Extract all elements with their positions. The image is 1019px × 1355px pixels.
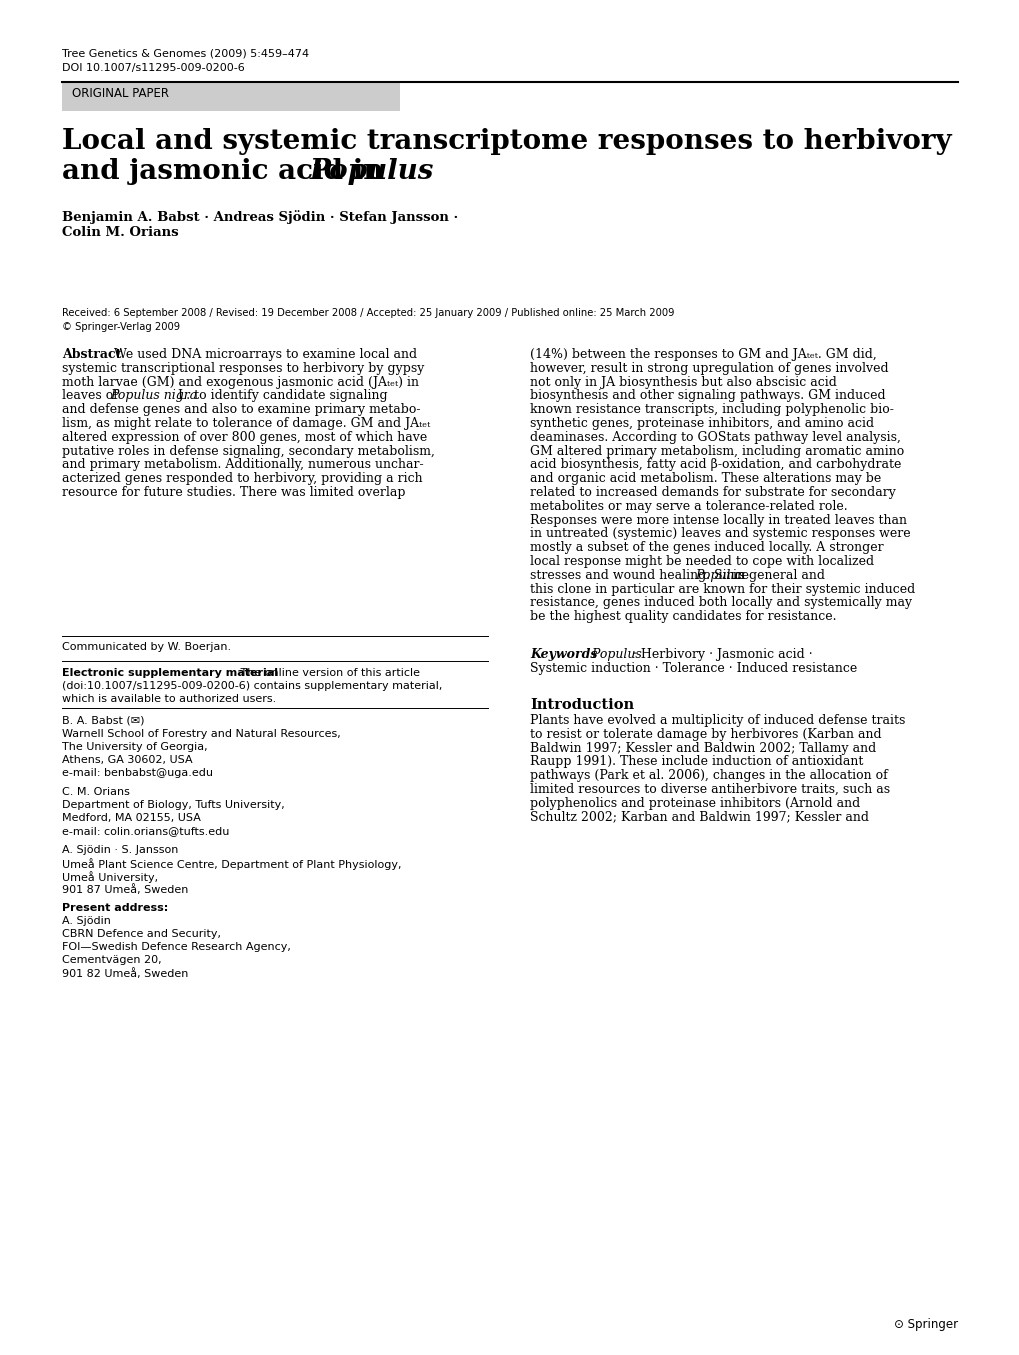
Text: FOI—Swedish Defence Research Agency,: FOI—Swedish Defence Research Agency, <box>62 942 290 953</box>
Text: to resist or tolerate damage by herbivores (Karban and: to resist or tolerate damage by herbivor… <box>530 728 880 741</box>
Text: lism, as might relate to tolerance of damage. GM and JAₜₑₜ: lism, as might relate to tolerance of da… <box>62 417 430 430</box>
Text: Systemic induction · Tolerance · Induced resistance: Systemic induction · Tolerance · Induced… <box>530 661 856 675</box>
Text: acterized genes responded to herbivory, providing a rich: acterized genes responded to herbivory, … <box>62 472 422 485</box>
Text: Abstract: Abstract <box>62 348 125 360</box>
Bar <box>62 83 399 111</box>
Text: leaves of: leaves of <box>62 389 121 402</box>
Text: local response might be needed to cope with localized: local response might be needed to cope w… <box>530 556 873 568</box>
Text: CBRN Defence and Security,: CBRN Defence and Security, <box>62 930 221 939</box>
Text: Baldwin 1997; Kessler and Baldwin 2002; Tallamy and: Baldwin 1997; Kessler and Baldwin 2002; … <box>530 741 875 755</box>
Text: in untreated (systemic) leaves and systemic responses were: in untreated (systemic) leaves and syste… <box>530 527 910 541</box>
Text: not only in JA biosynthesis but also abscisic acid: not only in JA biosynthesis but also abs… <box>530 375 836 389</box>
Text: altered expression of over 800 genes, most of which have: altered expression of over 800 genes, mo… <box>62 431 427 444</box>
Text: The University of Georgia,: The University of Georgia, <box>62 743 208 752</box>
Text: Communicated by W. Boerjan.: Communicated by W. Boerjan. <box>62 642 231 652</box>
Text: Benjamin A. Babst · Andreas Sjödin · Stefan Jansson ·: Benjamin A. Babst · Andreas Sjödin · Ste… <box>62 210 458 224</box>
Text: Keywords: Keywords <box>530 648 597 661</box>
Text: mostly a subset of the genes induced locally. A stronger: mostly a subset of the genes induced loc… <box>530 541 882 554</box>
Text: The online version of this article: The online version of this article <box>236 668 420 678</box>
Text: stresses and wound healing. Since: stresses and wound healing. Since <box>530 569 752 581</box>
Text: Umeå Plant Science Centre, Department of Plant Physiology,: Umeå Plant Science Centre, Department of… <box>62 858 401 870</box>
Text: known resistance transcripts, including polyphenolic bio-: known resistance transcripts, including … <box>530 404 893 416</box>
Text: L. to identify candidate signaling: L. to identify candidate signaling <box>173 389 387 402</box>
Text: e-mail: benbabst@uga.edu: e-mail: benbabst@uga.edu <box>62 768 213 778</box>
Text: and defense genes and also to examine primary metabo-: and defense genes and also to examine pr… <box>62 404 420 416</box>
Text: Populus: Populus <box>694 569 744 581</box>
Text: Local and systemic transcriptome responses to herbivory: Local and systemic transcriptome respons… <box>62 127 951 154</box>
Text: be the highest quality candidates for resistance.: be the highest quality candidates for re… <box>530 610 836 623</box>
Text: Introduction: Introduction <box>530 698 634 711</box>
Text: Present address:: Present address: <box>62 902 168 913</box>
Text: (doi:10.1007/s11295-009-0200-6) contains supplementary material,: (doi:10.1007/s11295-009-0200-6) contains… <box>62 682 442 691</box>
Text: (14%) between the responses to GM and JAₜₑₜ. GM did,: (14%) between the responses to GM and JA… <box>530 348 876 360</box>
Text: Tree Genetics & Genomes (2009) 5:459–474: Tree Genetics & Genomes (2009) 5:459–474 <box>62 47 309 58</box>
Text: © Springer-Verlag 2009: © Springer-Verlag 2009 <box>62 322 180 332</box>
Text: Umeå University,: Umeå University, <box>62 871 158 883</box>
Text: Plants have evolved a multiplicity of induced defense traits: Plants have evolved a multiplicity of in… <box>530 714 905 728</box>
Text: limited resources to diverse antiherbivore traits, such as: limited resources to diverse antiherbivo… <box>530 783 890 795</box>
Text: which is available to authorized users.: which is available to authorized users. <box>62 694 276 705</box>
Text: A. Sjödin: A. Sjödin <box>62 916 111 925</box>
Text: systemic transcriptional responses to herbivory by gypsy: systemic transcriptional responses to he… <box>62 362 424 375</box>
Text: Populus: Populus <box>310 159 434 186</box>
Text: GM altered primary metabolism, including aromatic amino: GM altered primary metabolism, including… <box>530 444 904 458</box>
Text: Warnell School of Forestry and Natural Resources,: Warnell School of Forestry and Natural R… <box>62 729 340 738</box>
Text: Responses were more intense locally in treated leaves than: Responses were more intense locally in t… <box>530 514 906 527</box>
Text: and organic acid metabolism. These alterations may be: and organic acid metabolism. These alter… <box>530 472 880 485</box>
Text: however, result in strong upregulation of genes involved: however, result in strong upregulation o… <box>530 362 888 375</box>
Text: in general and: in general and <box>729 569 824 581</box>
Text: C. M. Orians: C. M. Orians <box>62 787 129 797</box>
Text: and jasmonic acid in: and jasmonic acid in <box>62 159 392 186</box>
Text: resistance, genes induced both locally and systemically may: resistance, genes induced both locally a… <box>530 596 911 610</box>
Text: putative roles in defense signaling, secondary metabolism,: putative roles in defense signaling, sec… <box>62 444 434 458</box>
Text: metabolites or may serve a tolerance-related role.: metabolites or may serve a tolerance-rel… <box>530 500 847 512</box>
Text: Schultz 2002; Karban and Baldwin 1997; Kessler and: Schultz 2002; Karban and Baldwin 1997; K… <box>530 810 868 824</box>
Text: 901 87 Umeå, Sweden: 901 87 Umeå, Sweden <box>62 883 189 894</box>
Text: ⊙ Springer: ⊙ Springer <box>893 1318 957 1331</box>
Text: related to increased demands for substrate for secondary: related to increased demands for substra… <box>530 486 895 499</box>
Text: 901 82 Umeå, Sweden: 901 82 Umeå, Sweden <box>62 967 189 978</box>
Text: B. A. Babst (✉): B. A. Babst (✉) <box>62 715 145 726</box>
Text: Department of Biology, Tufts University,: Department of Biology, Tufts University, <box>62 799 284 810</box>
Text: Populus: Populus <box>587 648 641 661</box>
Text: DOI 10.1007/s11295-009-0200-6: DOI 10.1007/s11295-009-0200-6 <box>62 62 245 73</box>
Text: Medford, MA 02155, USA: Medford, MA 02155, USA <box>62 813 201 822</box>
Text: We used DNA microarrays to examine local and: We used DNA microarrays to examine local… <box>114 348 417 360</box>
Text: Raupp 1991). These include induction of antioxidant: Raupp 1991). These include induction of … <box>530 755 862 768</box>
Text: · Herbivory · Jasmonic acid ·: · Herbivory · Jasmonic acid · <box>629 648 812 661</box>
Text: acid biosynthesis, fatty acid β-oxidation, and carbohydrate: acid biosynthesis, fatty acid β-oxidatio… <box>530 458 901 472</box>
Text: Athens, GA 30602, USA: Athens, GA 30602, USA <box>62 755 193 766</box>
Text: this clone in particular are known for their systemic induced: this clone in particular are known for t… <box>530 583 914 596</box>
Text: Electronic supplementary material: Electronic supplementary material <box>62 668 278 678</box>
Text: deaminases. According to GOStats pathway level analysis,: deaminases. According to GOStats pathway… <box>530 431 900 444</box>
Text: Cementvägen 20,: Cementvägen 20, <box>62 955 161 965</box>
Text: resource for future studies. There was limited overlap: resource for future studies. There was l… <box>62 486 406 499</box>
Text: and primary metabolism. Additionally, numerous unchar-: and primary metabolism. Additionally, nu… <box>62 458 423 472</box>
Text: polyphenolics and proteinase inhibitors (Arnold and: polyphenolics and proteinase inhibitors … <box>530 797 859 810</box>
Text: ORIGINAL PAPER: ORIGINAL PAPER <box>72 87 169 100</box>
Text: moth larvae (GM) and exogenous jasmonic acid (JAₜₑₜ) in: moth larvae (GM) and exogenous jasmonic … <box>62 375 419 389</box>
Text: biosynthesis and other signaling pathways. GM induced: biosynthesis and other signaling pathway… <box>530 389 884 402</box>
Text: A. Sjödin · S. Jansson: A. Sjödin · S. Jansson <box>62 846 178 855</box>
Text: Populus nigra: Populus nigra <box>110 389 198 402</box>
Text: e-mail: colin.orians@tufts.edu: e-mail: colin.orians@tufts.edu <box>62 827 229 836</box>
Text: synthetic genes, proteinase inhibitors, and amino acid: synthetic genes, proteinase inhibitors, … <box>530 417 873 430</box>
Text: Colin M. Orians: Colin M. Orians <box>62 226 178 238</box>
Text: pathways (Park et al. 2006), changes in the allocation of: pathways (Park et al. 2006), changes in … <box>530 770 887 782</box>
Text: Received: 6 September 2008 / Revised: 19 December 2008 / Accepted: 25 January 20: Received: 6 September 2008 / Revised: 19… <box>62 308 674 318</box>
